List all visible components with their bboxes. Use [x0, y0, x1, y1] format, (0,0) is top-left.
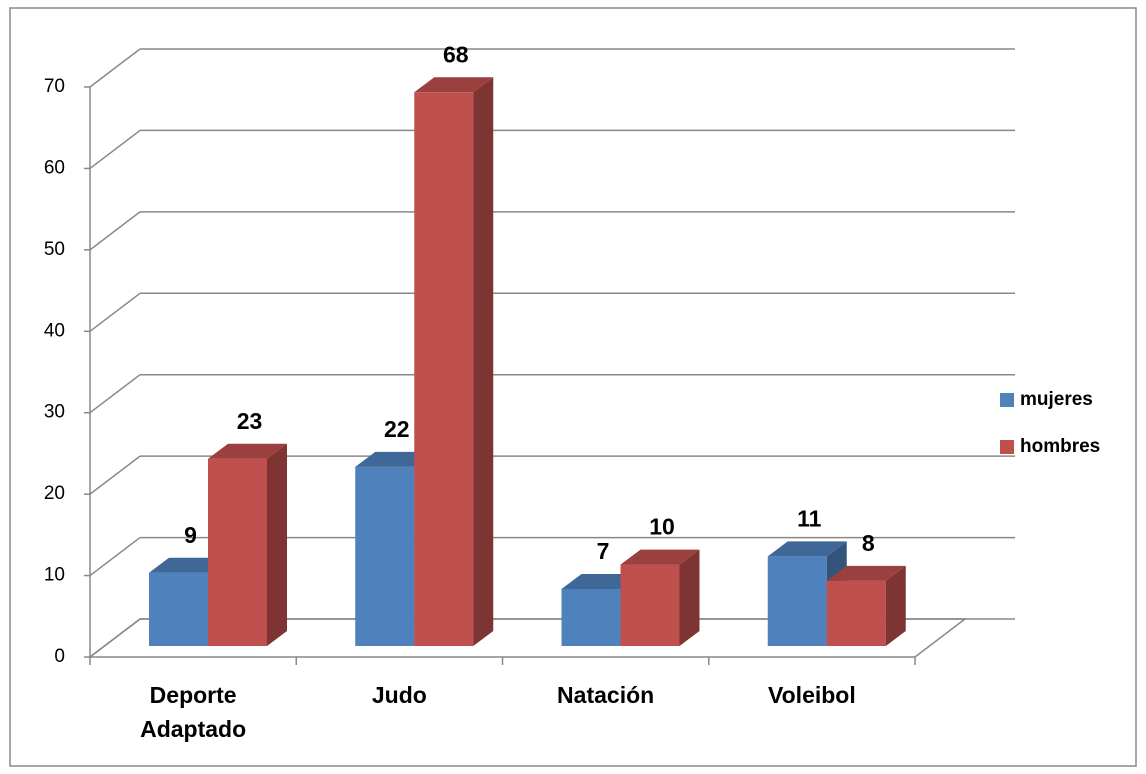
data-label: 7 [597, 538, 610, 564]
data-label: 9 [184, 522, 197, 548]
x-tick-label: Deporte Adaptado [140, 682, 246, 742]
grid-side [89, 292, 141, 332]
bar-top [414, 77, 494, 93]
bar-top [826, 565, 906, 581]
bar-side [885, 565, 906, 646]
y-tick-label: 0 [54, 646, 65, 667]
grid-side [89, 129, 141, 170]
grid-side [89, 48, 141, 88]
grid-side [89, 455, 141, 495]
bar-side [267, 443, 287, 646]
chart-border [9, 7, 1137, 767]
data-label: 68 [443, 41, 469, 67]
data-label: 11 [797, 506, 822, 532]
grid-side [89, 618, 141, 658]
grid-side [89, 536, 141, 577]
x-tick-label: Natación [557, 682, 654, 708]
bar [208, 458, 267, 646]
y-tick-label: 10 [44, 565, 65, 586]
data-label: 22 [384, 416, 410, 442]
bar-top [620, 549, 700, 565]
x-tick-label: Voleibol [768, 682, 856, 708]
bar [620, 564, 680, 646]
legend-label: hombres [1020, 436, 1100, 457]
bar [414, 92, 474, 647]
data-label: 23 [237, 408, 263, 434]
bar-side [473, 77, 494, 647]
y-tick-label: 20 [44, 483, 65, 504]
legend-label: mujeres [1020, 389, 1093, 410]
bar [826, 580, 886, 646]
legend-swatch [1000, 393, 1014, 407]
y-tick-label: 60 [44, 157, 65, 178]
y-tick-label: 40 [44, 320, 65, 341]
legend-swatch [1000, 440, 1014, 454]
bar-top [208, 443, 287, 459]
bar [149, 572, 208, 646]
data-label: 8 [862, 530, 875, 556]
bar [355, 466, 415, 646]
grid-side [89, 211, 141, 251]
bar [561, 589, 621, 646]
y-tick-label: 30 [44, 402, 65, 423]
y-tick-label: 50 [44, 239, 65, 260]
x-tick-label: Judo [372, 682, 427, 708]
grid-side [89, 374, 141, 414]
bar-side [679, 549, 700, 646]
bar-top [767, 541, 847, 557]
data-label: 10 [649, 514, 675, 540]
bar [767, 556, 827, 646]
y-tick-label: 70 [44, 76, 65, 97]
